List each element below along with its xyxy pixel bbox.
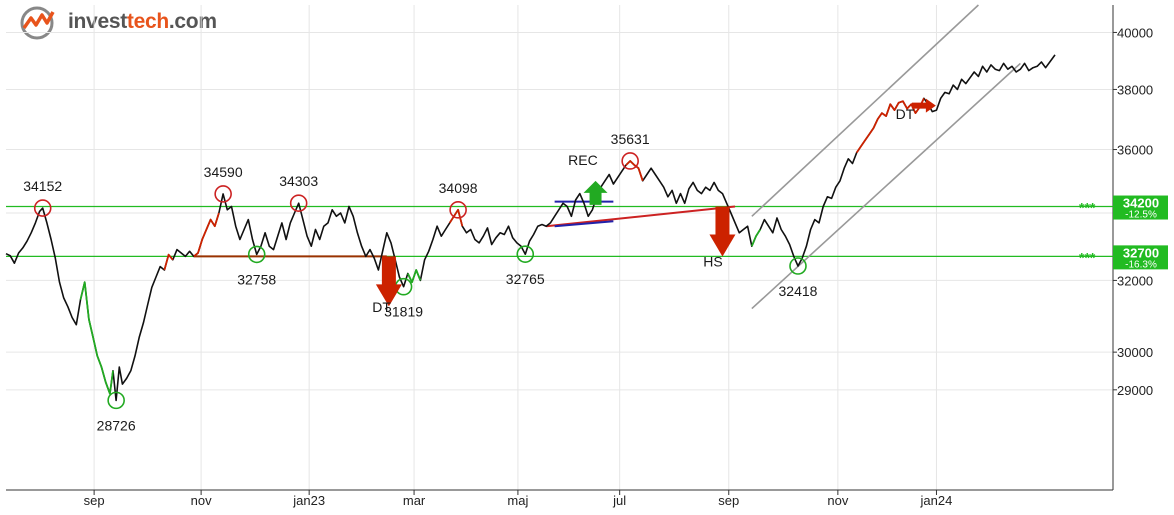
price-line-segment bbox=[406, 269, 422, 284]
pivot-label: 34098 bbox=[439, 180, 478, 196]
trend-channel bbox=[751, 4, 1021, 310]
pivot-bottom-marker bbox=[247, 245, 266, 264]
sell-signal-arrow bbox=[375, 256, 402, 307]
pattern-label: HS bbox=[703, 254, 722, 270]
trend-channel-line bbox=[751, 62, 1021, 310]
x-tick-label: maj bbox=[507, 493, 528, 508]
level-marker: *** bbox=[1079, 249, 1096, 265]
pivot-label: 28726 bbox=[97, 417, 136, 433]
x-tick-label: nov bbox=[827, 493, 848, 508]
pattern-label: DT bbox=[372, 299, 391, 315]
sell-signal-arrow bbox=[709, 206, 736, 257]
x-tick-label: jan24 bbox=[920, 493, 953, 508]
x-tick-label: mar bbox=[403, 493, 426, 508]
sell-signal-arrow-small bbox=[911, 98, 936, 113]
level-value-label: 34200 bbox=[1123, 196, 1159, 211]
x-tick-label: jan23 bbox=[292, 493, 325, 508]
level-pct-label: -16.3% bbox=[1125, 259, 1157, 270]
x-tick-label: sep bbox=[718, 493, 739, 508]
x-axis: sep nov jan23 mar maj jul sep nov jan24 bbox=[84, 490, 953, 508]
logo-brand-main: invest bbox=[68, 10, 127, 33]
pivot-label: 34152 bbox=[23, 178, 62, 194]
logo-wordmark: investtech.com bbox=[68, 10, 217, 34]
y-tick-label: 30000 bbox=[1117, 345, 1153, 360]
pivot-label: 31819 bbox=[384, 304, 423, 320]
level-marker: *** bbox=[1079, 200, 1096, 216]
logo-brand-accent: tech bbox=[126, 10, 169, 33]
formation-lines bbox=[193, 200, 736, 258]
pivot-markers: 34152 28726 34590 32758 34303 31819 34098 32765… bbox=[23, 131, 817, 433]
x-tick-label: sep bbox=[84, 493, 105, 508]
pivot-top-marker bbox=[214, 185, 232, 203]
investtech-logo: investtech.com bbox=[20, 6, 230, 40]
support-resistance-levels bbox=[6, 205, 1113, 258]
y-tick-label: 36000 bbox=[1117, 143, 1153, 158]
x-tick-label: nov bbox=[191, 493, 212, 508]
y-tick-label: 32000 bbox=[1117, 273, 1153, 288]
pivot-label: 32765 bbox=[506, 271, 545, 287]
level-value-label: 32700 bbox=[1123, 245, 1159, 260]
formation-line bbox=[546, 205, 736, 228]
pivot-label: 34303 bbox=[279, 173, 318, 189]
pivot-bottom-marker bbox=[107, 391, 125, 410]
pivot-label: 32758 bbox=[237, 271, 276, 287]
trend-channel-line bbox=[751, 4, 979, 217]
pattern-signals: DT REC HS DT bbox=[372, 98, 936, 315]
price-line-segment bbox=[750, 229, 761, 247]
pivot-label: 34590 bbox=[204, 164, 243, 180]
pivot-bottom-marker bbox=[789, 257, 807, 275]
level-label-box bbox=[1113, 195, 1168, 220]
pivot-label: 35631 bbox=[611, 131, 650, 147]
investtech-logo-icon bbox=[20, 6, 55, 40]
pivot-top-marker bbox=[289, 194, 308, 212]
buy-signal-arrow bbox=[583, 180, 608, 205]
chart-frame bbox=[6, 5, 1114, 491]
level-labels: *** 34200-12.5% *** 32700-16.3% bbox=[1079, 195, 1168, 270]
y-tick-label: 38000 bbox=[1117, 82, 1153, 97]
price-line-segment bbox=[193, 212, 220, 258]
y-tick-label: 29000 bbox=[1117, 383, 1153, 398]
level-pct-label: -12.5% bbox=[1125, 210, 1157, 221]
pivot-top-marker bbox=[449, 201, 467, 219]
pattern-label: REC bbox=[568, 152, 598, 168]
level-label-box bbox=[1113, 245, 1168, 270]
pivot-top-marker bbox=[621, 152, 639, 170]
formation-line bbox=[554, 220, 614, 228]
chart-grid bbox=[6, 5, 1113, 490]
pattern-label: DT bbox=[896, 106, 915, 122]
price-line-segment bbox=[625, 160, 644, 182]
pivot-label: 32418 bbox=[779, 283, 818, 299]
x-tick-label: jul bbox=[612, 493, 626, 508]
pivot-top-marker bbox=[33, 199, 52, 217]
y-tick-label: 40000 bbox=[1117, 25, 1153, 40]
logo-brand-suffix: .com bbox=[168, 10, 217, 33]
price-line-segment bbox=[79, 281, 114, 395]
price-line-segment bbox=[163, 253, 174, 271]
pivot-bottom-marker bbox=[516, 245, 535, 263]
